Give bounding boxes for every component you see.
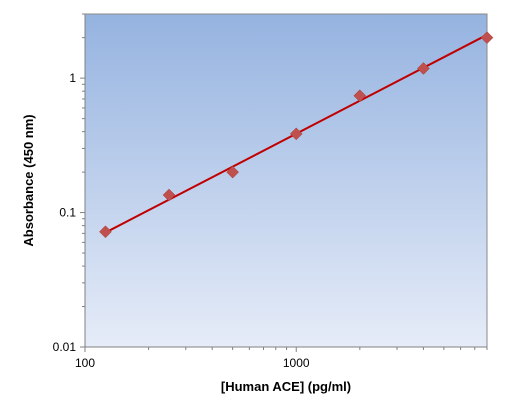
y-axis-title: Absorbance (450 nm) bbox=[21, 114, 36, 246]
y-tick-label: 1 bbox=[69, 71, 76, 85]
x-tick-label: 100 bbox=[75, 356, 95, 370]
data-point bbox=[480, 31, 494, 45]
data-point bbox=[99, 225, 112, 239]
data-point bbox=[226, 165, 240, 179]
y-tick-label: 0.01 bbox=[53, 340, 77, 354]
data-point bbox=[162, 188, 176, 202]
plot-area bbox=[84, 13, 488, 348]
x-tick-label: 1000 bbox=[283, 356, 310, 370]
y-tick-label: 0.1 bbox=[59, 206, 76, 220]
data-point bbox=[289, 127, 303, 141]
axes bbox=[80, 13, 488, 352]
data-point bbox=[353, 89, 367, 103]
x-axis-title: [Human ACE] (pg/ml) bbox=[221, 379, 351, 394]
tick-labels: 100 1000 0.01 0.1 1 bbox=[53, 71, 310, 370]
data-points bbox=[99, 31, 494, 239]
data-point bbox=[417, 62, 430, 75]
